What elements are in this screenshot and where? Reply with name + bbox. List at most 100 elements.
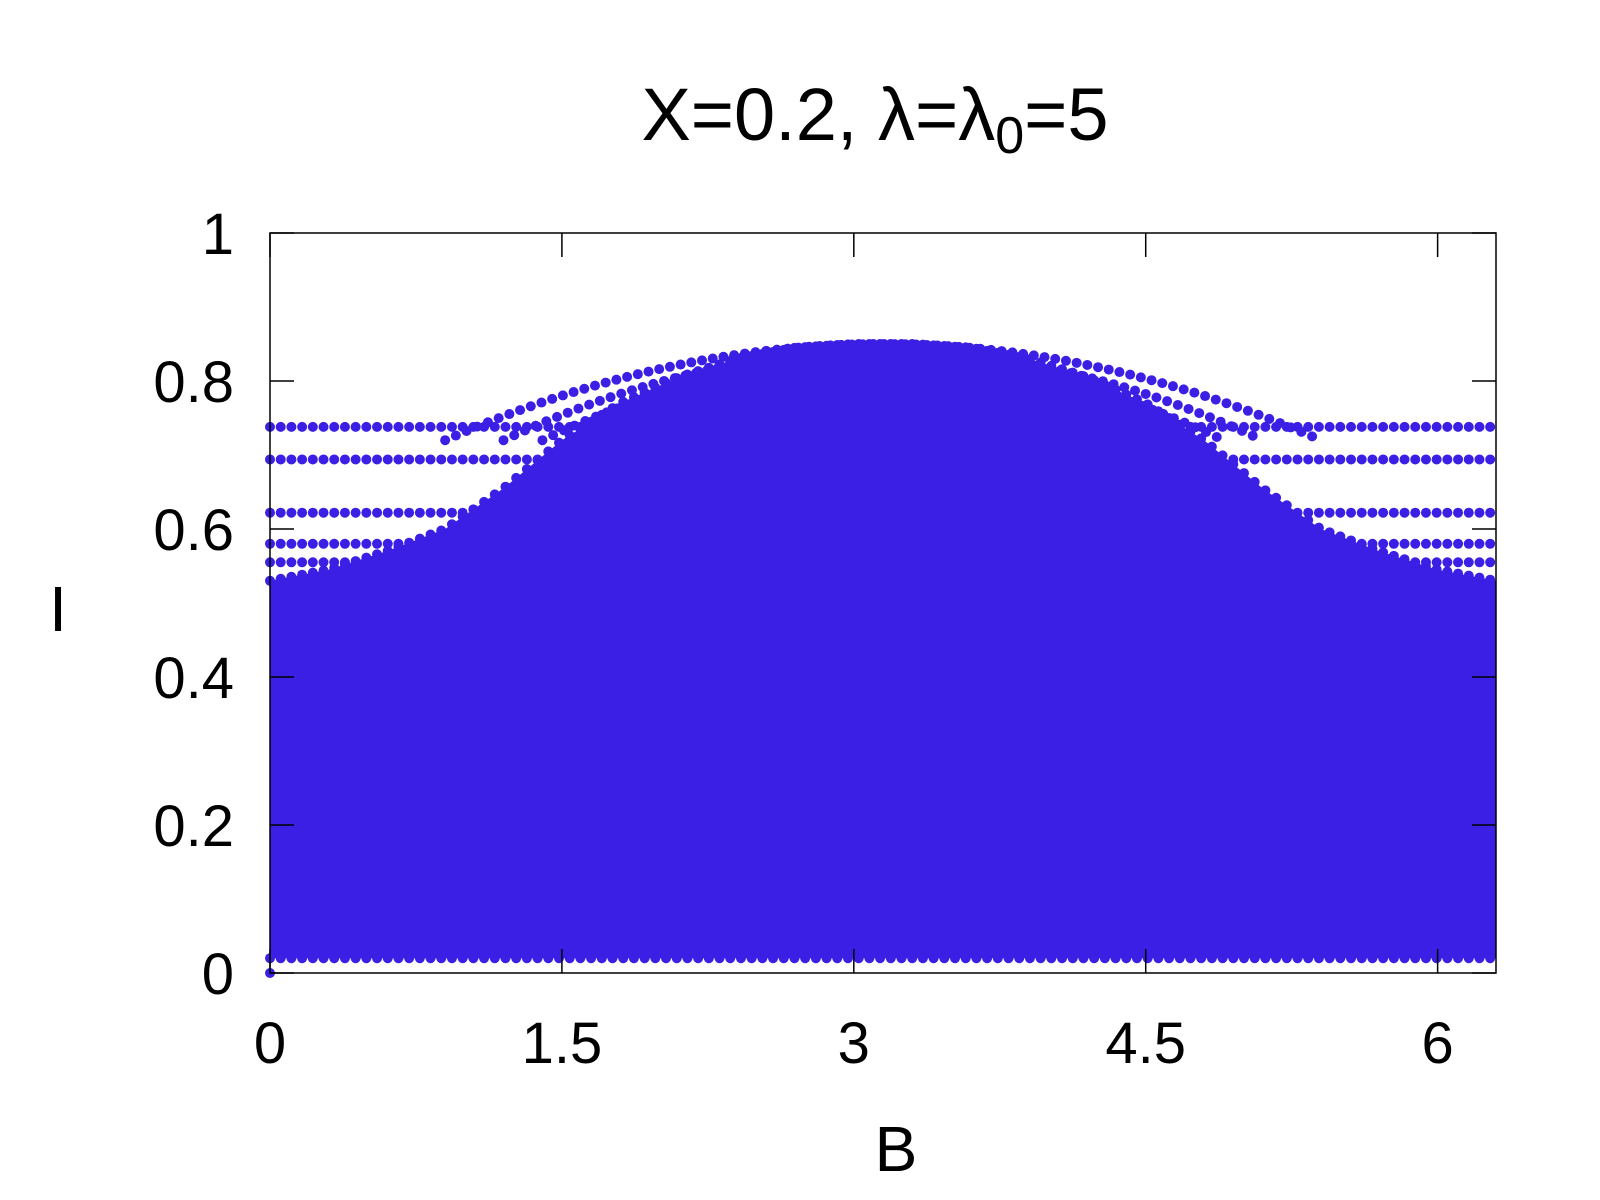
data-point xyxy=(905,346,916,357)
data-point xyxy=(350,421,361,432)
data-point xyxy=(1453,507,1464,518)
data-point xyxy=(1201,427,1212,438)
data-point xyxy=(307,538,318,549)
data-point xyxy=(1431,557,1442,568)
data-point xyxy=(889,339,900,350)
data-point xyxy=(837,354,848,365)
data-point xyxy=(757,953,768,964)
data-point xyxy=(885,953,896,964)
data-point xyxy=(1378,507,1389,518)
data-point xyxy=(980,352,991,363)
data-point xyxy=(868,339,879,350)
data-point xyxy=(552,411,563,422)
x-tick-label: 1.5 xyxy=(522,1011,603,1076)
data-point xyxy=(1453,557,1464,568)
data-point xyxy=(771,344,782,355)
data-point xyxy=(1221,398,1232,409)
data-point xyxy=(1442,557,1453,568)
data-point xyxy=(1474,538,1485,549)
data-point xyxy=(318,507,329,518)
data-point xyxy=(1399,953,1410,964)
data-point xyxy=(1335,507,1346,518)
data-point xyxy=(1474,421,1485,432)
data-point xyxy=(862,346,873,357)
data-point xyxy=(687,379,698,390)
data-point xyxy=(1313,454,1324,465)
data-point xyxy=(1024,953,1035,964)
data-point xyxy=(594,395,605,406)
data-point xyxy=(532,454,543,465)
data-point xyxy=(1388,421,1399,432)
data-point xyxy=(1167,381,1178,392)
data-point xyxy=(468,953,479,964)
data-point xyxy=(622,371,633,382)
data-point xyxy=(1178,384,1189,395)
data-point xyxy=(830,347,841,358)
data-point xyxy=(1346,953,1357,964)
data-point xyxy=(361,454,372,465)
data-point xyxy=(329,953,340,964)
data-point xyxy=(579,383,590,394)
data-point xyxy=(1226,421,1237,432)
data-point xyxy=(1206,441,1217,452)
data-point xyxy=(521,454,532,465)
data-point xyxy=(783,360,794,371)
data-point xyxy=(1001,355,1012,366)
data-point xyxy=(1335,454,1346,465)
data-point xyxy=(864,953,875,964)
data-point xyxy=(1485,953,1496,964)
data-point xyxy=(821,953,832,964)
data-point xyxy=(1228,454,1239,465)
data-point xyxy=(446,953,457,964)
data-point xyxy=(339,421,350,432)
data-point xyxy=(589,380,600,391)
data-point xyxy=(1303,515,1314,526)
data-point xyxy=(1153,953,1164,964)
data-point xyxy=(1065,368,1076,379)
data-point xyxy=(832,953,843,964)
data-point xyxy=(1463,538,1474,549)
data-point xyxy=(729,350,740,361)
data-point xyxy=(1453,538,1464,549)
data-point xyxy=(543,446,554,457)
data-point xyxy=(350,507,361,518)
data-point xyxy=(836,339,847,350)
data-point xyxy=(776,352,787,363)
data-point xyxy=(404,537,415,548)
data-point xyxy=(616,388,627,399)
data-point xyxy=(819,348,830,359)
data-point xyxy=(275,953,286,964)
data-point xyxy=(1140,388,1151,399)
data-point xyxy=(339,557,350,568)
data-point xyxy=(436,421,447,432)
data-point xyxy=(543,953,554,964)
data-point xyxy=(1260,454,1271,465)
data-point xyxy=(382,454,393,465)
data-point xyxy=(943,341,954,352)
data-point xyxy=(953,341,964,352)
data-point xyxy=(1367,507,1378,518)
data-point xyxy=(950,953,961,964)
data-point xyxy=(590,411,601,422)
data-point xyxy=(297,454,308,465)
data-point xyxy=(286,571,297,582)
data-point xyxy=(650,953,661,964)
data-point xyxy=(1431,564,1442,575)
data-point xyxy=(1247,430,1258,441)
data-point xyxy=(637,382,648,393)
data-point xyxy=(393,454,404,465)
data-points xyxy=(265,339,1496,978)
data-point xyxy=(1453,568,1464,579)
data-point xyxy=(1164,953,1175,964)
data-point xyxy=(1410,507,1421,518)
data-point xyxy=(1431,538,1442,549)
data-point xyxy=(1292,953,1303,964)
data-point xyxy=(350,953,361,964)
data-point xyxy=(1249,421,1260,432)
data-point xyxy=(611,374,622,385)
data-point xyxy=(1378,953,1389,964)
data-point xyxy=(1274,418,1285,429)
data-point xyxy=(1033,361,1044,372)
data-point xyxy=(659,375,670,386)
